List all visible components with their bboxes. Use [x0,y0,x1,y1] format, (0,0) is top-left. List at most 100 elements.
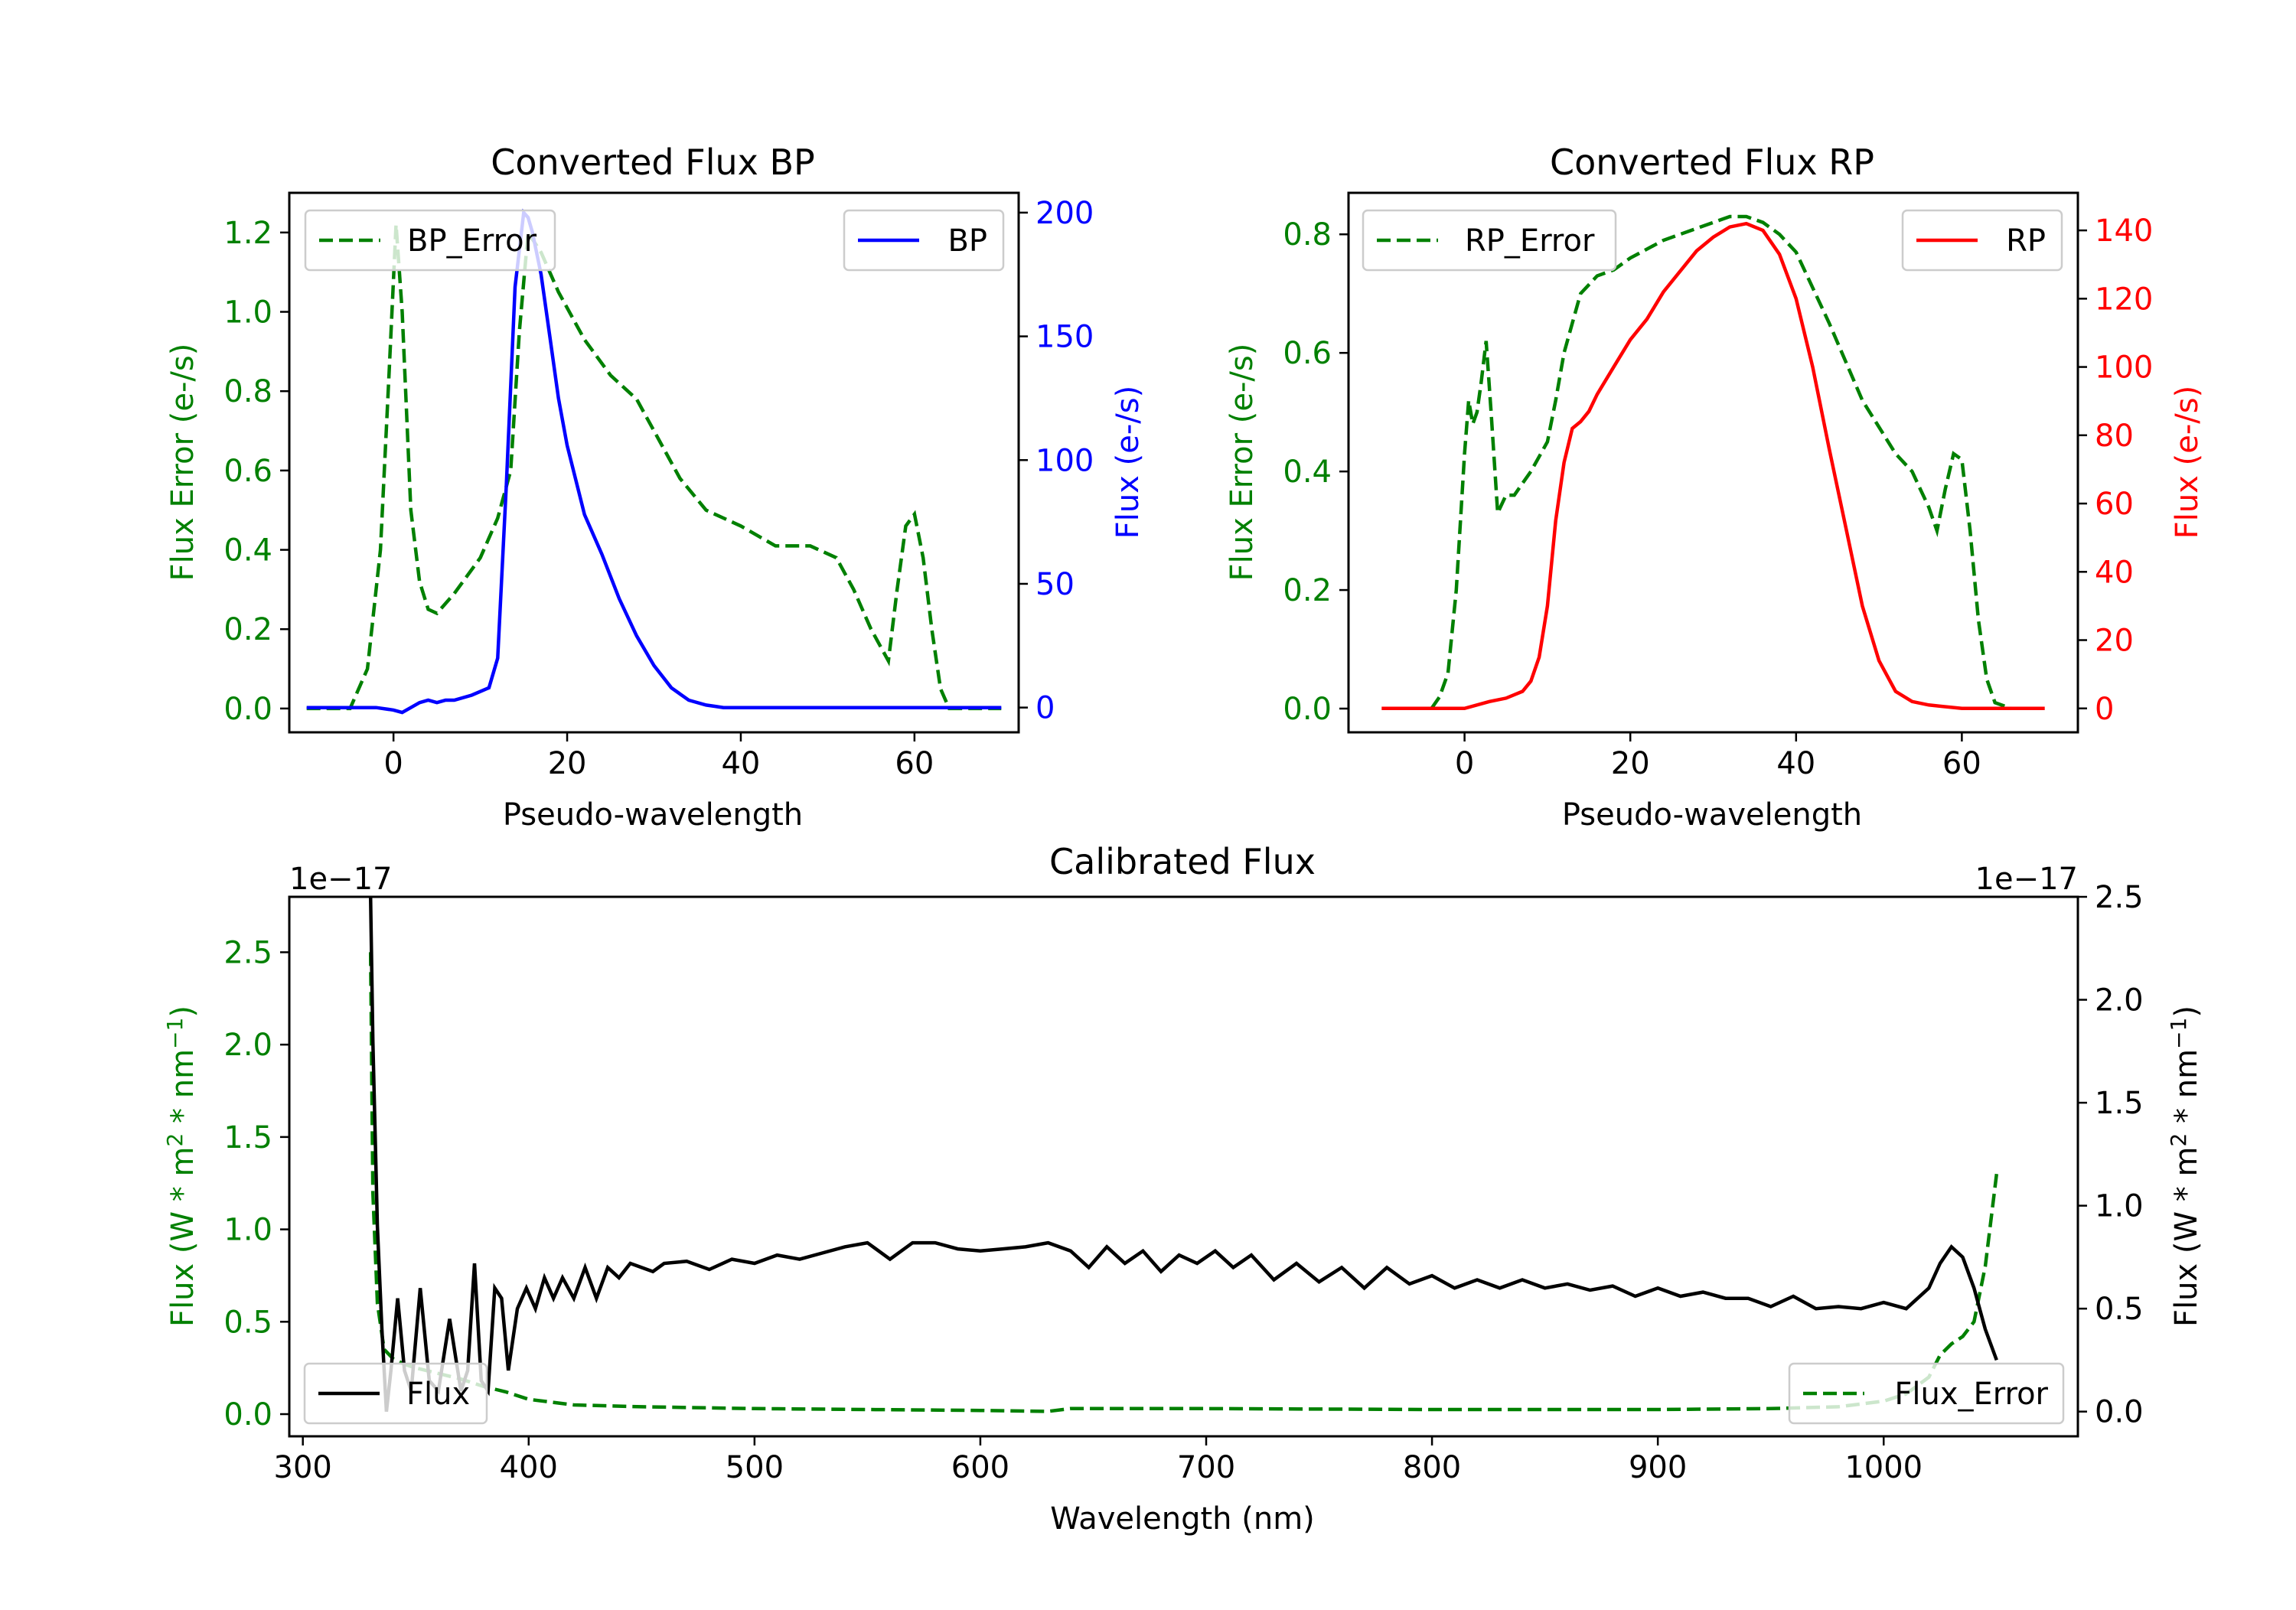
bp-right-axis-ticks: 0 50 100 150 200 [1019,196,1094,726]
x-tick-label: 40 [721,746,760,781]
calibrated-x-axis-ticks: 300 400 500 600 700 800 900 1000 [274,1436,1923,1485]
right-y-tick-label: 120 [2095,282,2153,317]
right-y-tick-label: 50 [1035,567,1075,602]
calibrated-legend-flux: Flux [303,1362,488,1425]
x-tick-label: 500 [726,1450,784,1485]
panel-rp: Converted Flux RP 0 20 40 60 0.00.20.40.60.… [1225,142,2205,833]
panel-bp: Converted Flux BP 0 20 40 60 0.00.20.40.60.… [165,142,1146,833]
bp-series-layer [306,208,1002,715]
bp-axes-frame [288,191,1020,734]
right-y-tick-label: 100 [2095,350,2153,386]
calibrated-right-axis-label: Flux (W * m2 * nm−1) [2166,1005,2204,1327]
x-tick-label: 400 [500,1450,558,1485]
bp-right-axis-label: Flux (e-/s) [1110,386,1146,539]
right-y-tick-label: 20 [2095,624,2134,659]
x-tick-label: 800 [1403,1450,1461,1485]
x-tick-label: 20 [1611,746,1650,781]
right-y-tick-label: 100 [1035,443,1094,478]
bp-legend-flux-label: BP [947,223,987,259]
calibrated-left-offset-label: 1e−17 [289,862,392,897]
bp-legend-flux: BP [843,209,1005,272]
x-tick-label: 900 [1629,1450,1687,1485]
left-y-tick-label: 0.4 [1283,455,1332,490]
x-tick-label: 0 [1455,746,1474,781]
bp-left-axis-label: Flux Error (e-/s) [165,344,201,582]
left-y-tick-label: 0.2 [1283,573,1332,608]
calibrated-left-axis-label: Flux (W * m2 * nm−1) [162,1005,201,1327]
left-y-tick-label: 0.8 [1283,217,1332,253]
left-y-tick-label: 0.0 [223,692,272,727]
right-y-tick-label: 60 [2095,487,2134,522]
right-y-tick-label: 2.5 [2095,880,2144,915]
x-tick-label: 60 [895,746,934,781]
rp-x-axis-label: Pseudo-wavelength [1562,797,1862,833]
x-tick-label: 600 [951,1450,1009,1485]
left-y-tick-label: 1.5 [223,1120,272,1155]
right-y-tick-label: 1.5 [2095,1086,2144,1121]
right-y-tick-label: 2.0 [2095,983,2144,1018]
calibrated-axes-frame [288,895,2079,1438]
x-tick-label: 60 [1942,746,1981,781]
x-tick-label: 1000 [1844,1450,1923,1485]
rp-right-axis-label: Flux (e-/s) [2170,386,2205,539]
calibrated-x-axis-label: Wavelength (nm) [1050,1501,1315,1537]
right-y-tick-label: 0.5 [2095,1292,2144,1327]
rp-right-axis-ticks: 0 20 40 60 80 100 120 140 [2078,213,2153,727]
calibrated-legend-flux-label: Flux [406,1377,470,1412]
bp-left-axis-ticks: 0.0 0.2 0.4 0.6 0.8 1.0 1.2 [223,216,289,727]
left-y-tick-label: 2.0 [223,1028,272,1063]
rp-title: Converted Flux RP [1550,142,1874,183]
rp-legend-error: RP_Error [1362,209,1617,272]
calibrated-right-axis-ticks: 0.0 0.5 1.0 1.5 2.0 2.5 [2078,880,2144,1430]
right-y-tick-label: 40 [2095,555,2134,590]
rp-x-axis-ticks: 0 20 40 60 [1455,732,1981,781]
right-y-tick-label: 140 [2095,213,2153,249]
left-y-tick-label: 0.8 [223,374,272,409]
rp-legend-flux-label: RP [2006,223,2046,259]
rp-flux-series-line [1381,221,2045,711]
panel-calibrated: Calibrated Flux 1e−17 1e−17 300 400 500 600… [162,841,2204,1537]
calibrated-legend-error-label: Flux_Error [1894,1377,2048,1412]
x-tick-label: 40 [1776,746,1815,781]
left-y-tick-label: 1.0 [223,295,272,331]
bp-title: Converted Flux BP [491,142,815,183]
calibrated-legend-error: Flux_Error [1788,1362,2065,1425]
rp-legend-flux: RP [1901,209,2063,272]
right-y-tick-label: 200 [1035,196,1094,231]
rp-series-layer [1381,214,2045,711]
left-y-tick-label: 0.4 [223,533,272,569]
rp-axes-frame [1347,191,2079,734]
x-tick-label: 700 [1177,1450,1235,1485]
calibrated-right-offset-label: 1e−17 [1975,862,2078,897]
left-y-tick-label: 0.5 [223,1305,272,1340]
left-y-tick-label: 0.0 [1283,692,1332,727]
bp-legend-error-label: BP_Error [407,223,537,259]
x-tick-label: 20 [548,746,587,781]
left-y-tick-label: 0.6 [1283,336,1332,371]
rp-legend-error-label: RP_Error [1465,223,1595,259]
right-y-tick-label: 0.0 [2095,1395,2144,1430]
left-y-tick-label: 1.2 [223,216,272,251]
right-y-tick-label: 0 [2095,692,2114,727]
calibrated-left-axis-ticks: 0.0 0.5 1.0 1.5 2.0 2.5 [223,935,289,1432]
bp-error-series-line [306,224,1002,711]
rp-error-series-line [1430,214,2013,711]
left-y-tick-label: 2.5 [223,935,272,970]
calibrated-title: Calibrated Flux [1049,841,1316,882]
right-y-tick-label: 1.0 [2095,1189,2144,1224]
right-y-tick-label: 0 [1035,691,1055,726]
left-y-tick-label: 0.0 [223,1397,272,1432]
left-y-tick-label: 1.0 [223,1213,272,1248]
left-y-tick-label: 0.2 [223,612,272,647]
bp-flux-series-line [306,208,1002,715]
right-y-tick-label: 150 [1035,320,1094,355]
bp-x-axis-ticks: 0 20 40 60 [383,732,934,781]
right-y-tick-label: 80 [2095,419,2134,454]
rp-left-axis-ticks: 0.0 0.2 0.4 0.6 0.8 [1283,217,1349,727]
rp-left-axis-label: Flux Error (e-/s) [1225,344,1260,582]
x-tick-label: 0 [383,746,403,781]
x-tick-label: 300 [274,1450,332,1485]
bp-legend-error: BP_Error [304,209,556,272]
